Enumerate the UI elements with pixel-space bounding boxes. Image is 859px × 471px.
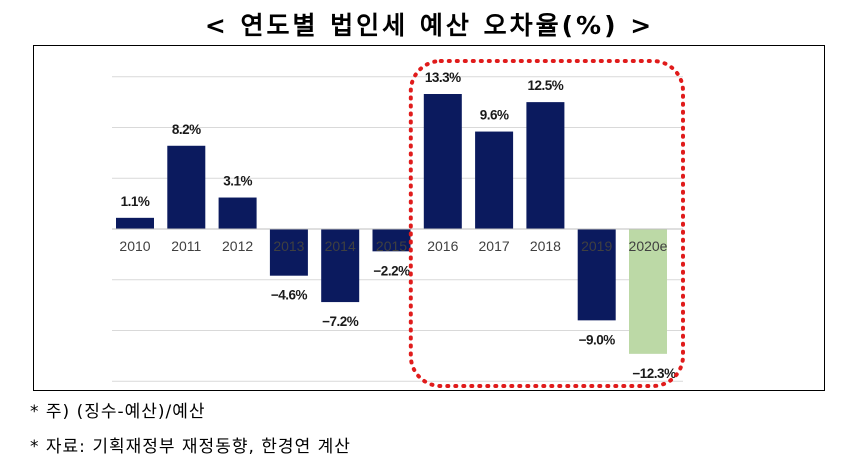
chart-title: < 연도별 법인세 예산 오차율(%) > <box>204 11 655 40</box>
data-label: −2.2% <box>373 263 410 278</box>
bar-2012 <box>218 197 257 229</box>
data-label: 8.2% <box>172 122 201 137</box>
x-tick-label: 2017 <box>479 238 510 254</box>
bar-2019 <box>577 229 616 321</box>
bar-2016 <box>423 94 462 229</box>
formula-note: * 주) (징수-예산)/예산 <box>30 402 206 422</box>
x-tick-label: 2013 <box>273 238 304 254</box>
x-tick-label: 2019 <box>581 238 612 254</box>
data-label: −9.0% <box>579 332 616 347</box>
data-label: −7.2% <box>322 314 359 329</box>
x-tick-label: 2010 <box>119 238 150 254</box>
data-label: 1.1% <box>121 194 150 209</box>
bar-2020e <box>629 229 667 354</box>
bar-2017 <box>475 131 514 229</box>
bar-2010 <box>116 217 154 229</box>
x-tick-label: 2015 <box>376 238 407 254</box>
chart-frame <box>33 45 825 391</box>
source-note: * 자료: 기획재정부 재정동향, 한경연 계산 <box>30 437 351 457</box>
data-label: 12.5% <box>528 78 564 93</box>
bar-2018 <box>526 102 565 229</box>
highlight-region <box>408 59 685 388</box>
data-label: −12.3% <box>632 366 676 381</box>
x-tick-label: 2016 <box>427 238 458 254</box>
bar-2013 <box>269 229 308 276</box>
data-label: −4.6% <box>271 288 308 303</box>
data-label: 13.3% <box>425 70 461 85</box>
data-label: 3.1% <box>223 174 252 189</box>
x-tick-label: 2018 <box>530 238 561 254</box>
bar-2014 <box>321 229 360 303</box>
bar-2015 <box>372 229 411 252</box>
x-tick-label: 2014 <box>325 238 356 254</box>
data-label: 9.6% <box>480 108 509 123</box>
x-tick-label: 2020e <box>629 238 668 254</box>
bar-2011 <box>167 145 206 229</box>
x-tick-label: 2012 <box>222 238 253 254</box>
x-tick-label: 2011 <box>171 238 201 254</box>
